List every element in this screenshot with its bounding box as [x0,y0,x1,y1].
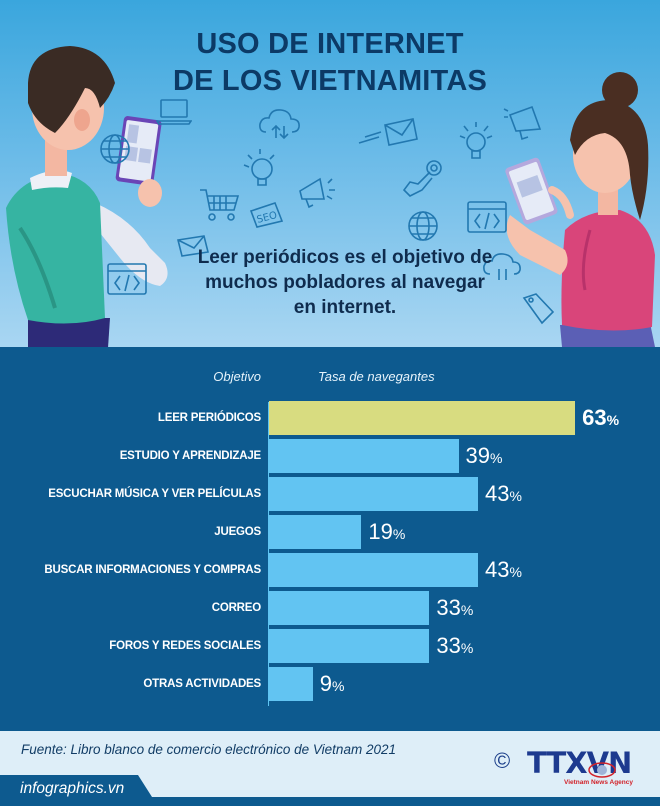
globe-icon-2 [98,132,132,166]
copyright-icon: © [494,748,511,773]
seo-tag-icon: SEO [245,199,285,229]
column-header-rate: Tasa de navegantes [318,369,435,384]
bar [269,553,478,587]
subtitle: Leer periódicos es el objetivo de muchos… [165,245,525,320]
column-header-objective: Objetivo [213,369,261,384]
title-line-1: USO DE INTERNET [196,28,464,60]
logo-subtext: Vietnam News Agency [564,779,633,786]
megaphone-icon [296,173,338,209]
title-line-2: DE LOS VIETNAMITAS [172,65,488,97]
megaphone-icon-2 [502,103,546,143]
bar-label: BUSCAR INFORMACIONES Y COMPRAS [44,564,261,576]
bar-label: OTRAS ACTIVIDADES [143,678,261,690]
bar [269,515,362,549]
bar-row: LEER PERIÓDICOS 63% [0,401,660,435]
envelope-icon [355,117,421,151]
subtitle-line-2: muchos pobladores al navegar [205,272,485,293]
cloud-sync-icon-2 [482,250,522,284]
bar-label: CORREO [211,602,261,614]
code-window-icon-2 [106,262,148,296]
bar-value: 9% [319,671,345,696]
bar-chart-panel: Objetivo Tasa de navegantes LEER PERIÓDI… [0,347,660,731]
bar-label: FOROS Y REDES SOCIALES [109,640,261,652]
bar-value: 43% [484,481,522,506]
bar-label: ESCUCHAR MÚSICA Y VER PELÍCULAS [48,488,261,500]
bar-row: CORREO 33% [0,591,660,625]
svg-text:SEO: SEO [256,210,279,226]
source-citation: Fuente: Libro blanco de comercio electró… [21,742,396,757]
lightbulb-icon-2 [458,122,494,166]
bar-row: JUEGOS 19% [0,515,660,549]
bar-row: OTRAS ACTIVIDADES 9% [0,667,660,701]
bar [269,477,478,511]
bar [269,591,430,625]
logo-text: TTXVN [527,746,632,780]
bar-label: JUEGOS [214,526,261,538]
bar [269,439,459,473]
bar-value: 63% [582,405,620,430]
shopping-cart-icon [198,186,244,222]
pointing-hand-icon [400,158,446,198]
bar-value: 33% [436,595,474,620]
bar-label: ESTUDIO Y APRENDIZAJE [119,450,261,462]
ttxvn-logo: TTXVN Vietnam News Agency [527,746,642,789]
chart-axis-line [268,402,269,706]
bar-label: LEER PERIÓDICOS [157,412,261,424]
seo-tag-icon-2 [520,292,556,326]
cloud-sync-icon [258,106,302,142]
globe-swoosh-icon [588,762,616,778]
bar-row: ESTUDIO Y APRENDIZAJE 39% [0,439,660,473]
bar [269,667,313,701]
bar-value: 33% [436,633,474,658]
subtitle-line-1: Leer periódicos es el objetivo de [197,247,493,268]
man-with-phone-illustration [0,28,175,347]
bar [269,629,430,663]
bar-value: 39% [465,443,503,468]
globe-icon [404,208,442,242]
header-illustration: SEO USO DE INTERNET DE LOS VIETNAMITAS L… [0,0,660,347]
bar-value: 43% [484,557,522,582]
bar [269,401,576,435]
bar-row: BUSCAR INFORMACIONES Y COMPRAS 43% [0,553,660,587]
subtitle-line-3: en internet. [293,297,397,318]
brand-link[interactable]: infographics.vn [20,780,125,797]
footer: Fuente: Libro blanco de comercio electró… [0,731,660,806]
bar-row: FOROS Y REDES SOCIALES 33% [0,629,660,663]
page-title: USO DE INTERNET DE LOS VIETNAMITAS [0,26,660,100]
bar-row: ESCUCHAR MÚSICA Y VER PELÍCULAS 43% [0,477,660,511]
envelope-icon-2 [176,234,210,258]
brand-tab-shape [0,775,660,806]
bar-value: 19% [368,519,406,544]
woman-with-phone-illustration [490,45,660,347]
laptop-icon [156,97,192,127]
lightbulb-icon [240,147,280,191]
code-window-icon [466,200,508,234]
